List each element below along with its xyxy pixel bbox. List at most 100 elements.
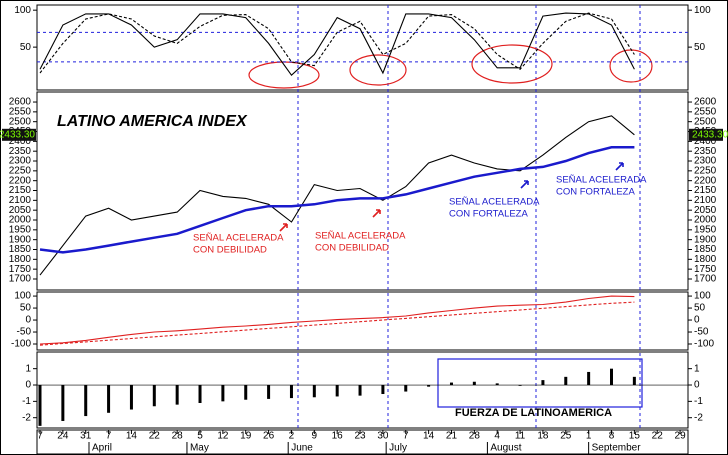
x-tick-label: 22	[149, 431, 161, 442]
y-tick-label: -50	[694, 327, 709, 338]
bar	[404, 385, 408, 392]
last-price-label: 2433.30	[692, 129, 728, 140]
annotation-arrow	[615, 162, 624, 171]
month-label: May	[190, 443, 209, 454]
bar	[587, 371, 591, 386]
x-tick-label: 23	[354, 431, 366, 442]
x-tick-label: 28	[172, 431, 184, 442]
bar	[518, 385, 522, 386]
y-tick-label: 2000	[9, 215, 32, 226]
bar	[289, 385, 293, 399]
strength-box	[437, 358, 643, 408]
y-tick-label: 1900	[9, 234, 32, 245]
bar	[107, 385, 111, 413]
x-tick-label: 14	[126, 431, 138, 442]
panel-label: FUERZA DE LATINOAMERICA	[455, 407, 612, 419]
bar	[381, 385, 385, 395]
month-label: April	[92, 443, 112, 454]
y-tick-label: -2	[22, 412, 31, 423]
bar	[449, 382, 453, 386]
y-tick-label: -100	[11, 339, 31, 350]
x-tick-label: 29	[675, 431, 687, 442]
bar	[358, 385, 362, 396]
series-line	[39, 146, 635, 254]
y-tick-label: 2050	[694, 205, 717, 216]
annotation: SEÑAL ACELERADA	[449, 197, 540, 208]
y-tick-label: -100	[694, 339, 714, 350]
y-tick-label: -2	[694, 412, 703, 423]
series-line	[39, 12, 635, 77]
y-tick-label: 2400	[9, 136, 32, 147]
y-tick-label: 1950	[694, 224, 717, 235]
month-label: June	[291, 443, 313, 454]
x-tick-label: 7	[37, 431, 43, 442]
x-tick-label: 19	[240, 431, 252, 442]
y-tick-label: 1950	[9, 224, 32, 235]
y-tick-label: 50	[20, 303, 32, 314]
y-tick-label: 2600	[9, 97, 32, 108]
y-tick-label: 1	[25, 363, 31, 374]
y-tick-label: -1	[22, 396, 31, 407]
y-tick-label: 1850	[694, 244, 717, 255]
y-tick-label: 2050	[9, 205, 32, 216]
x-tick-label: 11	[515, 431, 526, 442]
annotation: CON FORTALEZA	[449, 209, 528, 220]
series-line	[39, 301, 635, 346]
y-tick-label: 2100	[9, 195, 32, 206]
x-tick-label: 15	[629, 431, 641, 442]
bar	[244, 385, 248, 400]
bar	[198, 385, 202, 403]
x-tick-label: 4	[494, 431, 500, 442]
x-tick-label: 9	[312, 431, 318, 442]
y-tick-label: 50	[20, 42, 32, 53]
annotation-arrow	[279, 223, 288, 232]
bar	[427, 385, 431, 387]
x-tick-label: 7	[403, 431, 409, 442]
bar	[221, 385, 225, 402]
series-line	[39, 12, 635, 74]
y-tick-label: 1850	[9, 244, 32, 255]
x-tick-label: 28	[469, 431, 481, 442]
annotation-arrow	[520, 180, 529, 189]
y-tick-label: 2550	[694, 106, 717, 117]
y-tick-label: 100	[14, 291, 31, 302]
y-tick-label: 2100	[694, 195, 717, 206]
bar	[610, 368, 613, 386]
x-tick-label: 8	[609, 431, 615, 442]
bar	[632, 376, 636, 386]
y-tick-label: 2600	[694, 97, 717, 108]
bar	[541, 380, 545, 386]
bar	[152, 385, 156, 407]
bar	[312, 385, 316, 398]
y-tick-label: 1700	[9, 274, 32, 285]
bar	[38, 385, 42, 426]
annotation: CON DEBILIDAD	[315, 243, 389, 254]
annotation-arrow	[372, 209, 381, 218]
y-tick-label: 1900	[694, 234, 717, 245]
y-tick-label: 2500	[694, 116, 717, 127]
bar	[175, 385, 179, 405]
y-tick-label: 100	[694, 5, 711, 16]
x-tick-label: 18	[537, 431, 549, 442]
y-tick-label: 0	[25, 315, 31, 326]
x-tick-label: 14	[423, 431, 435, 442]
x-tick-label: 22	[652, 431, 664, 442]
bar	[61, 385, 65, 421]
month-label: July	[389, 443, 407, 454]
y-tick-label: 2200	[694, 175, 717, 186]
y-tick-label: -1	[694, 396, 703, 407]
y-tick-label: 1700	[694, 274, 717, 285]
y-tick-label: 50	[694, 303, 706, 314]
last-price-label: 2433.30	[0, 129, 35, 140]
y-tick-label: 2350	[694, 146, 717, 157]
y-tick-label: 1	[694, 363, 700, 374]
y-tick-label: 2150	[9, 185, 32, 196]
month-label: September	[592, 443, 642, 454]
annotation: SEÑAL ACELERADA	[556, 175, 647, 186]
x-tick-label: 5	[197, 431, 203, 442]
y-tick-label: -50	[17, 327, 32, 338]
y-tick-label: 1800	[694, 254, 717, 265]
bar	[84, 385, 88, 417]
